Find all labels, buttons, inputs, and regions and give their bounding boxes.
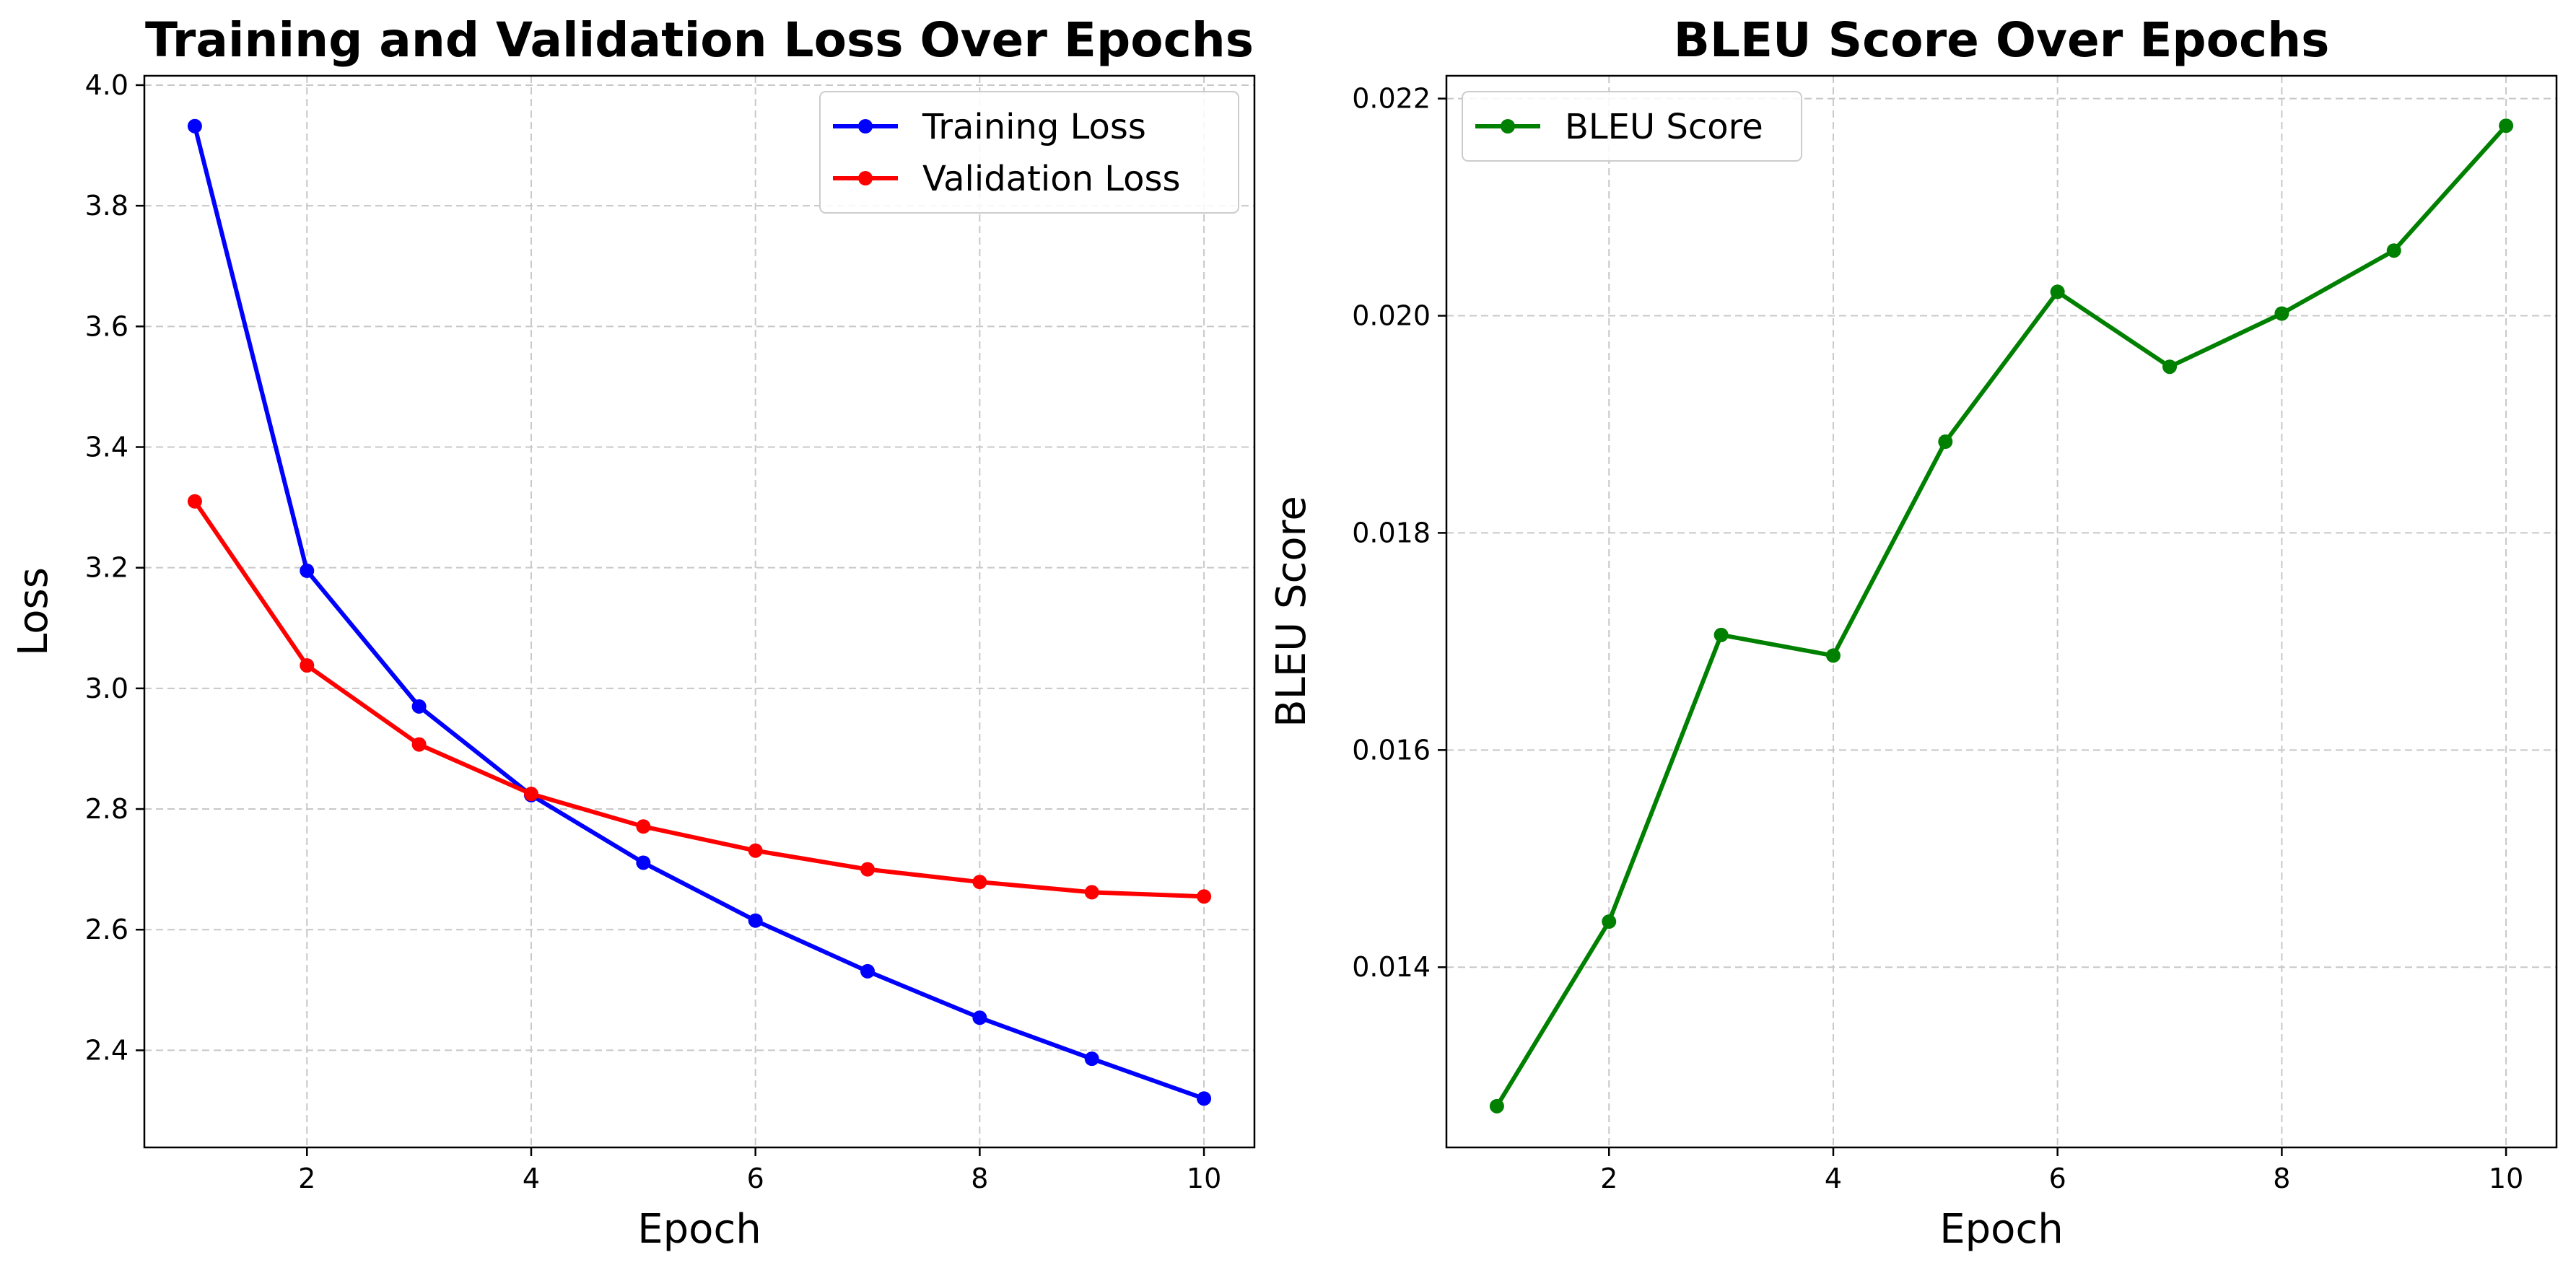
series-line-0 [1494,123,2509,1108]
x-tick-label: 4 [1825,1163,1842,1194]
y-axis-label: Loss [10,567,57,656]
grid [1446,76,2557,1147]
y-tick-label: 4.0 [85,69,128,101]
y-tick-label: 2.4 [85,1034,128,1066]
legend-box [819,91,1239,214]
data-point [411,737,427,752]
y-tick-label: 3.2 [85,552,128,584]
legend-swatch-marker [858,171,873,185]
axes-frame [143,74,1256,1149]
x-tick-label: 2 [298,1163,315,1194]
y-tick-label: 0.016 [1352,734,1431,766]
bleu-chart: 2 4 6 8 10 0.014 0.016 0.018 0.020 0.022 BLEU Scor… [1268,12,2558,1253]
y-tick-label: 0.014 [1352,951,1431,983]
data-point [972,875,987,890]
data-point [1825,648,1841,663]
series-line-1 [192,499,1207,899]
y-tick-label: 2.8 [85,793,128,825]
loss-chart: 2 4 6 8 10 2.4 2.6 2.8 3.0 3.2 3.4 3.6 3.8 4.0 Trainin… [10,12,1256,1253]
x-tick-label: 6 [747,1163,764,1194]
data-point [523,787,538,802]
data-point [636,855,651,870]
legend-label: Validation Loss [922,159,1181,199]
y-tick-label: 3.6 [85,310,128,342]
data-point [187,494,202,509]
chart-title: BLEU Score Over Epochs [1674,12,2330,68]
data-point [1084,1051,1099,1067]
data-point [1602,914,1617,929]
data-point [2386,243,2401,258]
x-axis-label: Epoch [1939,1206,2063,1253]
data-point [187,118,202,134]
x-tick-label: 2 [1600,1163,1617,1194]
y-tick-label: 0.020 [1352,300,1431,332]
y-tick-label: 0.022 [1352,83,1431,115]
chart-title: Training and Validation Loss Over Epochs [145,12,1254,68]
data-point [1713,627,1729,642]
data-point [2162,359,2178,375]
legend: Training Loss Validation Loss [819,91,1239,214]
data-point [748,913,763,928]
y-axis-label: BLEU Score [1268,496,1315,727]
y-tick-label: 3.0 [85,673,128,704]
data-point [860,862,876,877]
x-tick-label: 4 [523,1163,540,1194]
x-tick-label: 8 [2273,1163,2290,1194]
data-point [2274,306,2289,321]
data-point [1489,1098,1504,1114]
y-tick-label: 0.018 [1352,517,1431,548]
data-point [1197,889,1212,904]
legend: BLEU Score [1462,91,1802,162]
x-tick-label: 10 [1187,1163,1221,1194]
x-tick-label: 10 [2489,1163,2523,1194]
legend-label: Training Loss [922,107,1146,147]
legend-swatch-marker [1501,119,1515,134]
data-point [300,658,315,673]
y-tick-label: 2.6 [85,914,128,945]
x-tick-label: 6 [2049,1163,2066,1194]
data-point [1197,1091,1212,1106]
data-point [411,699,427,714]
legend-swatch-marker [858,119,873,134]
grid [144,76,1254,1147]
y-tick-label: 3.8 [85,190,128,222]
legend-label: BLEU Score [1565,107,1763,147]
series-line-0 [192,123,1207,1101]
data-point [2499,118,2514,134]
data-point [1084,885,1099,900]
data-point [860,963,876,979]
data-point [1938,434,1953,450]
data-point [748,843,763,858]
y-tick-label: 3.4 [85,432,128,463]
x-axis-label: Epoch [637,1206,761,1253]
x-tick-label: 8 [971,1163,988,1194]
data-point [300,563,315,578]
data-point [636,819,651,834]
data-point [2050,284,2065,299]
axes-frame [1445,74,2558,1149]
legend-box [1462,91,1802,162]
data-point [972,1010,987,1025]
